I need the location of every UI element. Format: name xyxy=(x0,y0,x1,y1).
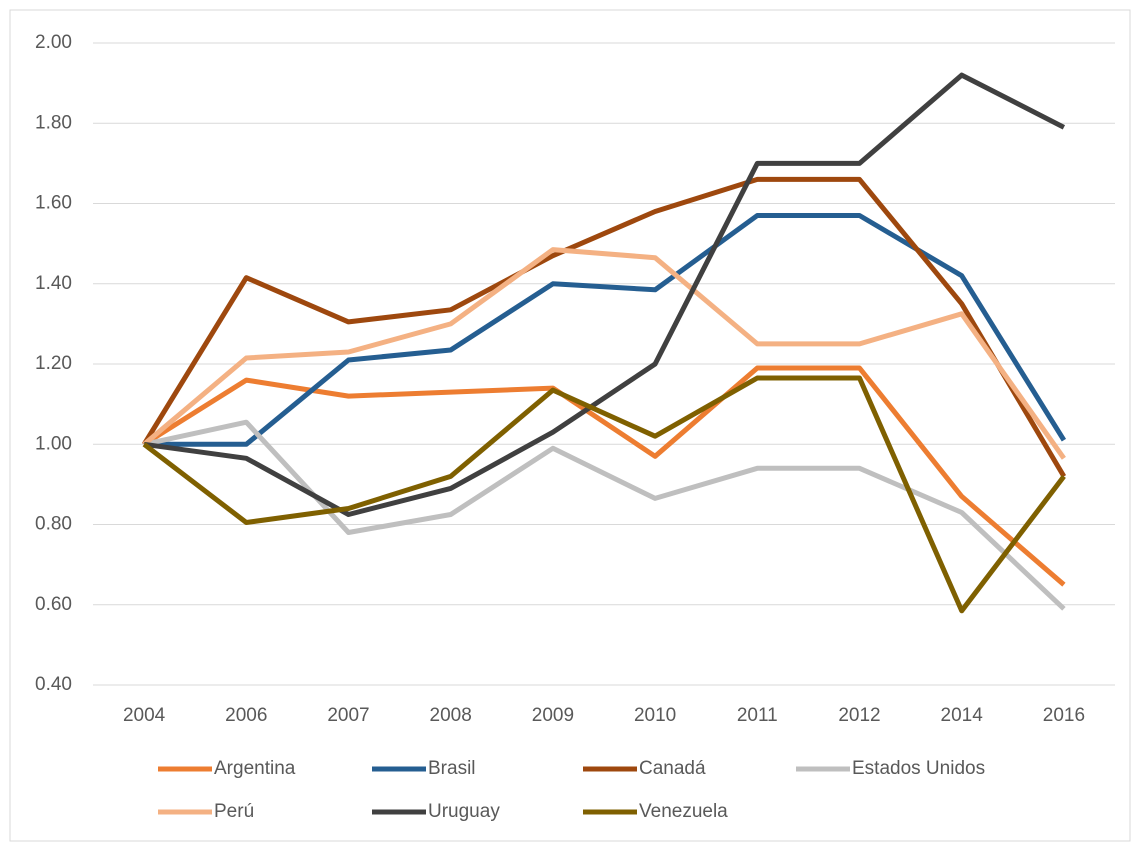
line-series xyxy=(142,247,1066,460)
y-tick-label: 1.60 xyxy=(35,193,72,214)
legend-label: Estados Unidos xyxy=(852,758,985,779)
x-tick-label: 2009 xyxy=(532,705,574,726)
legend-label: Brasil xyxy=(428,758,476,779)
x-tick-label: 2008 xyxy=(430,705,472,726)
y-tick-label: 1.80 xyxy=(35,112,72,133)
line-series xyxy=(141,176,1067,478)
legend-label: Canadá xyxy=(639,758,706,779)
y-tick-label: 0.80 xyxy=(35,514,72,535)
y-tick-label: 1.40 xyxy=(35,273,72,294)
line-series xyxy=(142,365,1066,587)
x-tick-label: 2006 xyxy=(225,705,267,726)
legend-label: Uruguay xyxy=(428,801,500,822)
y-tick-label: 2.00 xyxy=(35,32,72,53)
legend-label: Perú xyxy=(214,801,254,822)
x-tick-label: 2007 xyxy=(327,705,369,726)
y-tick-label: 0.40 xyxy=(35,674,72,695)
y-tick-label: 1.20 xyxy=(35,353,72,374)
legend-label: Argentina xyxy=(214,758,296,779)
y-tick-label: 1.00 xyxy=(35,433,72,454)
chart-border xyxy=(9,9,1131,842)
x-tick-label: 2014 xyxy=(941,705,984,726)
x-tick-label: 2011 xyxy=(737,705,778,726)
legend-label: Venezuela xyxy=(639,801,728,822)
line-series xyxy=(144,213,1067,447)
y-tick-label: 0.60 xyxy=(35,594,72,615)
x-tick-label: 2004 xyxy=(123,705,166,726)
line-series xyxy=(142,375,1066,614)
line-series xyxy=(143,72,1066,517)
x-tick-label: 2010 xyxy=(634,705,676,726)
x-tick-label: 2012 xyxy=(838,705,880,726)
x-tick-label: 2016 xyxy=(1043,705,1085,726)
